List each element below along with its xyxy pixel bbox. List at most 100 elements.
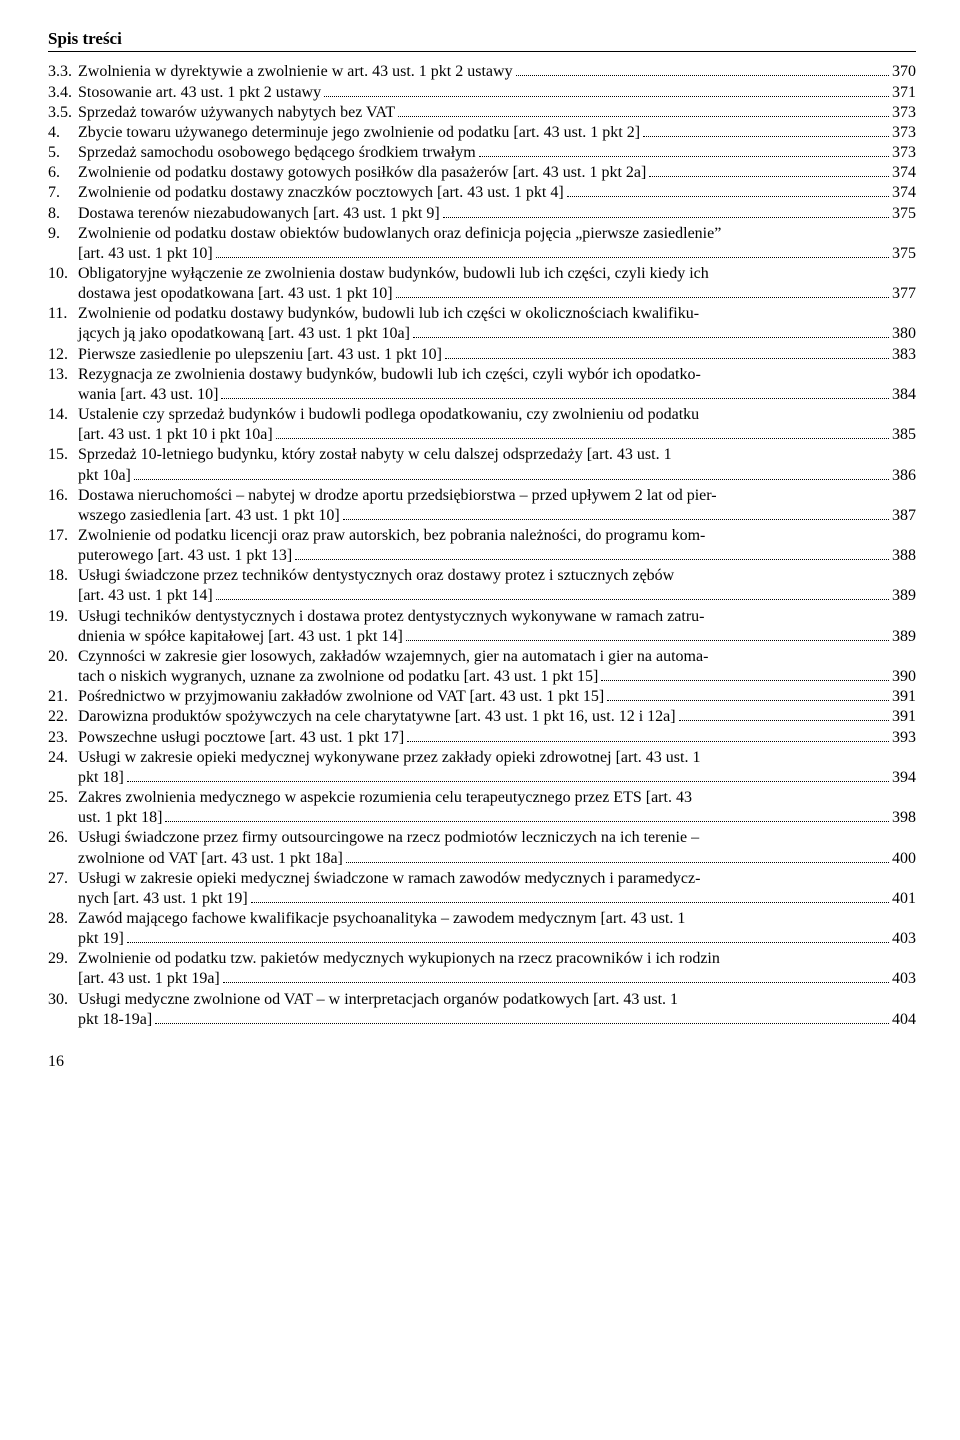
toc-entry: 10.Obligatoryjne wyłączenie ze zwolnieni… xyxy=(48,264,916,304)
entry-lastline: tach o niskich wygranych, uznane za zwol… xyxy=(78,667,916,687)
dot-leader xyxy=(607,691,889,701)
entry-page: 403 xyxy=(892,969,916,989)
dot-leader xyxy=(223,974,889,984)
entry-page: 375 xyxy=(892,204,916,224)
entry-text: ust. 1 pkt 18] xyxy=(78,808,162,828)
entry-number: 30. xyxy=(48,990,68,1010)
toc-entry: 23. Powszechne usługi pocztowe [art. 43 u… xyxy=(48,728,916,748)
entry-lastline: Zwolnienia w dyrektywie a zwolnienie w a… xyxy=(78,62,916,82)
entry-text: Usługi techników dentystycznych i dostaw… xyxy=(78,607,916,627)
dot-leader xyxy=(343,510,889,520)
toc-entry: 27.Usługi w zakresie opieki medycznej św… xyxy=(48,869,916,909)
entry-page: 387 xyxy=(892,506,916,526)
entry-text: Usługi w zakresie opieki medycznej wykon… xyxy=(78,748,916,768)
entry-page: 377 xyxy=(892,284,916,304)
entry-page: 374 xyxy=(892,183,916,203)
entry-number: 21. xyxy=(48,687,68,707)
entry-number: 3.5. xyxy=(48,103,72,123)
entry-lastline: Zwolnienie od podatku dostawy znaczków p… xyxy=(78,183,916,203)
entry-page: 403 xyxy=(892,929,916,949)
entry-lastline: ust. 1 pkt 18] 398 xyxy=(78,808,916,828)
entry-number: 11. xyxy=(48,304,67,324)
entry-text: [art. 43 ust. 1 pkt 19a] xyxy=(78,969,220,989)
dot-leader xyxy=(251,893,889,903)
entry-number: 13. xyxy=(48,365,68,385)
entry-text: Zbycie towaru używanego determinuje jego… xyxy=(78,123,640,143)
entry-number: 7. xyxy=(48,183,60,203)
entry-page: 389 xyxy=(892,586,916,606)
entry-page: 380 xyxy=(892,324,916,344)
entry-page: 398 xyxy=(892,808,916,828)
entry-lastline: pkt 19]403 xyxy=(78,929,916,949)
entry-lastline: [art. 43 ust. 1 pkt 10 i pkt 10a]385 xyxy=(78,425,916,445)
entry-page: 404 xyxy=(892,1010,916,1030)
entry-text: Zwolnienia w dyrektywie a zwolnienie w a… xyxy=(78,62,513,82)
entry-text: [art. 43 ust. 1 pkt 10 i pkt 10a] xyxy=(78,425,273,445)
entry-text: [art. 43 ust. 1 pkt 14] xyxy=(78,586,213,606)
entry-text: pkt 18] xyxy=(78,768,124,788)
entry-text: Zwolnienie od podatku licencji oraz praw… xyxy=(78,526,916,546)
dot-leader xyxy=(679,712,889,722)
entry-page: 370 xyxy=(892,62,916,82)
entry-text: Powszechne usługi pocztowe [art. 43 ust.… xyxy=(78,728,404,748)
entry-number: 23. xyxy=(48,728,68,748)
entry-text: Usługi świadczone przez firmy outsourcin… xyxy=(78,828,916,848)
entry-text: Stosowanie art. 43 ust. 1 pkt 2 ustawy xyxy=(78,83,321,103)
entry-number: 28. xyxy=(48,909,68,929)
entry-text: tach o niskich wygranych, uznane za zwol… xyxy=(78,667,598,687)
entry-lastline: nych [art. 43 ust. 1 pkt 19]401 xyxy=(78,889,916,909)
entry-number: 3.4. xyxy=(48,83,72,103)
toc-entry: 15.Sprzedaż 10-letniego budynku, który z… xyxy=(48,445,916,485)
entry-number: 26. xyxy=(48,828,68,848)
entry-text: Sprzedaż samochodu osobowego będącego śr… xyxy=(78,143,476,163)
dot-leader xyxy=(407,732,889,742)
entry-text: wszego zasiedlenia [art. 43 ust. 1 pkt 1… xyxy=(78,506,340,526)
entry-text: Ustalenie czy sprzedaż budynków i budowl… xyxy=(78,405,916,425)
entry-text: Czynności w zakresie gier losowych, zakł… xyxy=(78,647,916,667)
entry-number: 18. xyxy=(48,566,68,586)
entry-text: Zakres zwolnienia medycznego w aspekcie … xyxy=(78,788,916,808)
entry-number: 19. xyxy=(48,607,68,627)
entry-text: nych [art. 43 ust. 1 pkt 19] xyxy=(78,889,248,909)
entry-text: Darowizna produktów spożywczych na cele … xyxy=(78,707,676,727)
entry-page: 391 xyxy=(892,687,916,707)
dot-leader xyxy=(134,470,889,480)
toc-entry: 16.Dostawa nieruchomości – nabytej w dro… xyxy=(48,486,916,526)
entry-text: Zwolnienie od podatku tzw. pakietów medy… xyxy=(78,949,916,969)
page-number: 16 xyxy=(48,1052,916,1072)
entry-number: 17. xyxy=(48,526,68,546)
dot-leader xyxy=(127,772,889,782)
entry-page: 393 xyxy=(892,728,916,748)
entry-number: 3.3. xyxy=(48,62,72,82)
entry-page: 384 xyxy=(892,385,916,405)
dot-leader xyxy=(396,288,889,298)
entry-page: 389 xyxy=(892,627,916,647)
entry-text: pkt 18-19a] xyxy=(78,1010,152,1030)
toc-entry: 4.Zbycie towaru używanego determinuje je… xyxy=(48,123,916,143)
entry-lastline: Stosowanie art. 43 ust. 1 pkt 2 ustawy37… xyxy=(78,83,916,103)
entry-lastline: Sprzedaż samochodu osobowego będącego śr… xyxy=(78,143,916,163)
entry-lastline: [art. 43 ust. 1 pkt 10]375 xyxy=(78,244,916,264)
toc-entry: 26. Usługi świadczone przez firmy outsour… xyxy=(48,828,916,868)
entry-page: 386 xyxy=(892,466,916,486)
dot-leader xyxy=(295,550,889,560)
entry-text: Usługi świadczone przez techników dentys… xyxy=(78,566,916,586)
dot-leader xyxy=(443,208,889,218)
entry-number: 29. xyxy=(48,949,68,969)
entry-page: 390 xyxy=(892,667,916,687)
dot-leader xyxy=(216,248,889,258)
dot-leader xyxy=(406,631,889,641)
dot-leader xyxy=(324,87,889,97)
entry-page: 374 xyxy=(892,163,916,183)
toc-entry: 8.Dostawa terenów niezabudowanych [art. … xyxy=(48,204,916,224)
toc-entry: 12.Pierwsze zasiedlenie po ulepszeniu [a… xyxy=(48,345,916,365)
entry-page: 373 xyxy=(892,143,916,163)
toc-entry: 7. Zwolnienie od podatku dostawy znaczków… xyxy=(48,183,916,203)
dot-leader xyxy=(398,107,889,117)
entry-text: pkt 10a] xyxy=(78,466,131,486)
entry-number: 15. xyxy=(48,445,68,465)
entry-lastline: jących ją jako opodatkowaną [art. 43 ust… xyxy=(78,324,916,344)
entry-text: Usługi medyczne zwolnione od VAT – w int… xyxy=(78,990,916,1010)
toc-entry: 18. Usługi świadczone przez techników den… xyxy=(48,566,916,606)
dot-leader xyxy=(276,429,889,439)
